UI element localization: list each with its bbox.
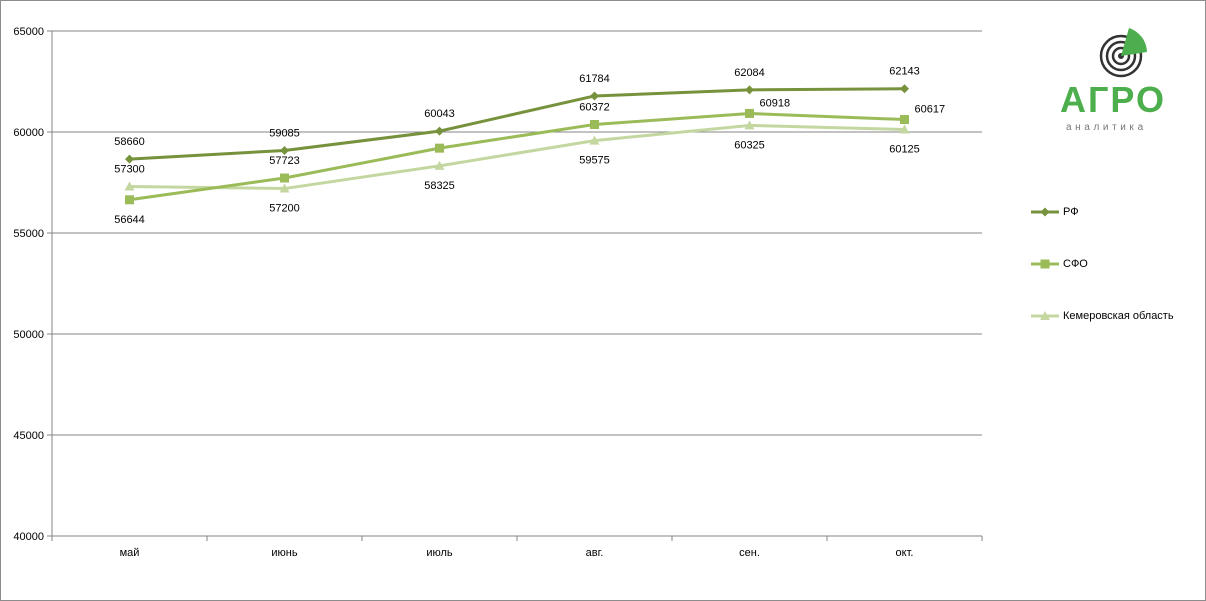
series-line xyxy=(129,87,905,161)
x-tick-label: сен. xyxy=(739,547,760,559)
x-tick-label: июнь xyxy=(271,547,297,559)
y-tick-label: 60000 xyxy=(13,127,44,139)
data-label: 60043 xyxy=(424,108,455,120)
data-point xyxy=(435,143,444,153)
legend-marker xyxy=(1040,207,1050,217)
data-point xyxy=(900,115,909,125)
data-point xyxy=(745,85,754,95)
x-tick-label: май xyxy=(120,547,140,559)
y-tick-label: 55000 xyxy=(13,228,44,240)
data-point xyxy=(745,108,754,118)
data-label: 58325 xyxy=(424,180,455,192)
data-label: 57200 xyxy=(269,203,300,215)
data-label: 60617 xyxy=(915,104,946,116)
data-point xyxy=(590,119,599,129)
data-point xyxy=(124,181,135,191)
x-tick-label: авг. xyxy=(586,547,604,559)
data-point xyxy=(280,173,289,183)
data-label: 57723 xyxy=(269,155,300,167)
series-line xyxy=(129,123,905,191)
data-label: 56644 xyxy=(114,214,145,226)
data-label: 59085 xyxy=(269,127,300,139)
legend-swatch xyxy=(1031,207,1059,217)
y-tick-label: 50000 xyxy=(13,329,44,341)
data-label: 57300 xyxy=(114,164,145,176)
data-label: 60918 xyxy=(760,97,791,109)
legend-label: СФО xyxy=(1063,258,1088,270)
x-tick-label: июль xyxy=(426,547,453,559)
data-point xyxy=(125,154,134,164)
data-label: 62143 xyxy=(889,66,920,78)
data-point xyxy=(590,91,599,101)
data-point xyxy=(899,124,910,134)
data-label: 61784 xyxy=(579,73,610,85)
legend-label: РФ xyxy=(1063,206,1079,218)
series-lines xyxy=(124,84,910,205)
data-point xyxy=(435,126,444,136)
legend-item: РФ xyxy=(1030,202,1079,222)
data-label: 60325 xyxy=(734,139,765,151)
legend-label: Кемеровская область xyxy=(1063,310,1174,322)
data-point xyxy=(589,135,600,145)
axes: 40000 45000 50000 55000 60000 65000 май июнь июл… xyxy=(13,26,983,559)
series-line xyxy=(129,111,905,202)
logo-title: АГРО xyxy=(1060,79,1166,120)
data-point xyxy=(279,183,290,193)
data-label: 59575 xyxy=(579,155,610,167)
data-label: 60125 xyxy=(889,143,920,155)
data-labels: 57300 57200 58325 59575 60325 60125 56644 57723… xyxy=(114,66,945,226)
data-point xyxy=(434,160,445,170)
legend-swatch xyxy=(1031,259,1059,269)
data-label: 60372 xyxy=(579,101,610,113)
data-point xyxy=(900,84,909,94)
gridlines xyxy=(52,30,982,537)
y-tick-label: 45000 xyxy=(13,430,44,442)
agro-analytics-logo: АГРО аналитика xyxy=(1055,26,1185,141)
y-tick-label: 40000 xyxy=(13,531,44,543)
legend-marker xyxy=(1040,259,1050,269)
data-point xyxy=(125,195,134,205)
legend-swatch xyxy=(1031,311,1059,320)
legend-item: Кемеровская область xyxy=(1030,306,1174,326)
data-point xyxy=(280,145,289,155)
y-tick-label: 65000 xyxy=(13,26,44,38)
data-point xyxy=(744,120,755,130)
legend-marker xyxy=(1040,311,1050,320)
legend-item: СФО xyxy=(1030,254,1088,274)
data-label: 58660 xyxy=(114,136,145,148)
x-tick-label: окт. xyxy=(896,547,914,559)
logo-emblem-icon xyxy=(1099,28,1147,78)
data-label: 62084 xyxy=(734,67,765,79)
logo-subtitle: аналитика xyxy=(1066,122,1147,133)
